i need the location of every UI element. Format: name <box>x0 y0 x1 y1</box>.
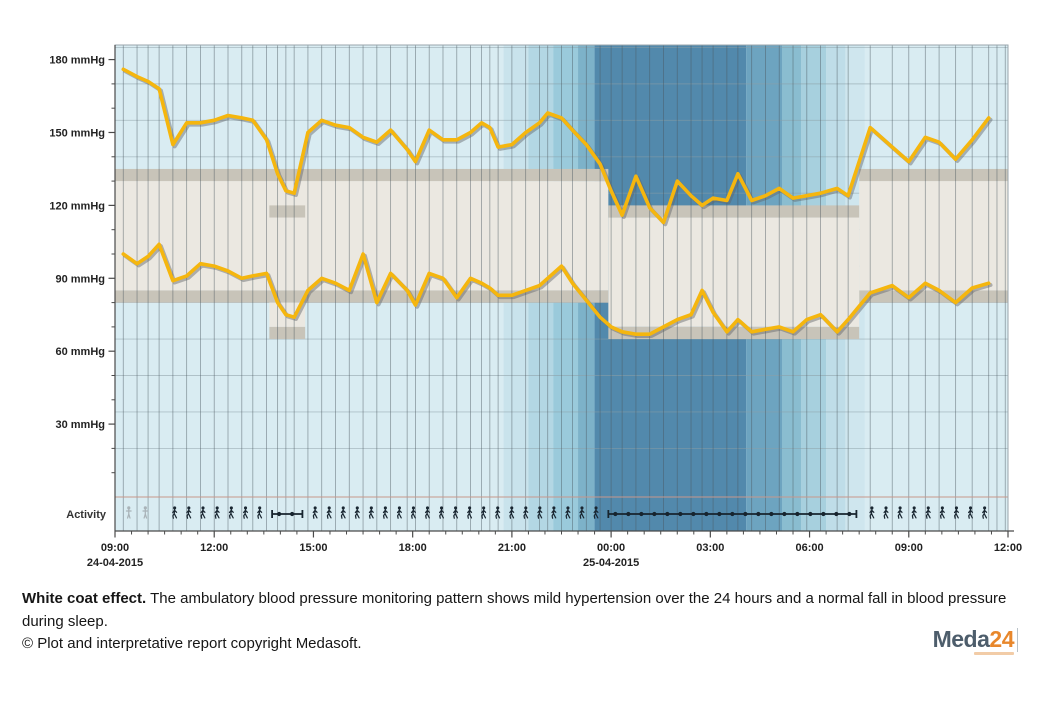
axis-label: 180 mmHg <box>49 55 105 67</box>
axis-label: 30 mmHg <box>55 419 105 431</box>
lying-marker <box>652 511 657 517</box>
lying-marker <box>821 511 826 517</box>
lying-marker <box>730 511 735 517</box>
logo-divider <box>1017 628 1018 652</box>
diastolic-line <box>121 242 991 337</box>
axis-label: 12:00 <box>994 542 1022 554</box>
lying-marker <box>678 511 683 517</box>
limit-strip <box>269 205 306 218</box>
limit-strip <box>115 290 609 303</box>
lying-marker <box>290 511 295 517</box>
axis-label: 12:00 <box>200 542 228 554</box>
copyright-text: © Plot and interpretative report copyrig… <box>22 635 362 652</box>
lying-marker <box>808 511 813 517</box>
systolic-line <box>121 67 991 225</box>
logo-tagline <box>974 652 1014 655</box>
lying-marker <box>795 511 800 517</box>
normal-corridor <box>608 217 860 327</box>
lying-marker <box>277 511 282 517</box>
lying-marker <box>743 511 748 517</box>
meda24-logo: Meda 24 <box>932 626 1018 655</box>
interpretation-text: White coat effect. The ambulatory blood … <box>22 588 1034 633</box>
axis-label: 150 mmHg <box>49 127 105 139</box>
date-label: 25-04-2015 <box>583 557 639 569</box>
axis-label: 60 mmHg <box>55 346 105 358</box>
abpm-chart: 30 mmHg 60 mmHg 90 mmHg 120 mmHg 150 mmHg 180… <box>49 44 1022 569</box>
limit-strip <box>859 168 1008 182</box>
date-label: 24-04-2015 <box>87 557 143 569</box>
finding-title: White coat effect. <box>22 590 147 607</box>
interpretation-block: White coat effect. The ambulatory blood … <box>22 588 1034 656</box>
lying-marker <box>834 511 839 517</box>
lying-marker <box>717 511 722 517</box>
logo-suffix: 24 <box>989 626 1014 652</box>
lying-marker <box>847 511 852 517</box>
axis-label: 09:00 <box>101 542 129 554</box>
lying-marker <box>639 511 644 517</box>
axis-label: 06:00 <box>795 542 823 554</box>
axis-label: 03:00 <box>696 542 724 554</box>
logo-brand: Meda <box>932 626 990 652</box>
lying-marker <box>769 511 774 517</box>
lying-marker <box>704 511 709 517</box>
lying-marker <box>782 511 787 517</box>
lying-marker <box>626 511 631 517</box>
finding-body: The ambulatory blood pressure monitoring… <box>22 590 1007 630</box>
axis-label: 90 mmHg <box>55 273 105 285</box>
limit-strip <box>269 326 306 340</box>
normal-corridor <box>115 181 609 291</box>
axis-label: 15:00 <box>299 542 327 554</box>
axis-label: 21:00 <box>498 542 526 554</box>
normal-corridor <box>859 181 1008 291</box>
axes: 30 mmHg 60 mmHg 90 mmHg 120 mmHg 150 mmHg 180… <box>49 45 1022 569</box>
limit-strip <box>115 168 609 182</box>
axis-label: 00:00 <box>597 542 625 554</box>
limit-strip <box>608 205 860 218</box>
lying-marker <box>613 511 618 517</box>
lying-marker <box>691 511 696 517</box>
lying-marker <box>756 511 761 517</box>
limit-corridors <box>115 168 1008 340</box>
axis-label: 18:00 <box>399 542 427 554</box>
axis-label: 120 mmHg <box>49 200 105 212</box>
activity-label: Activity <box>66 509 107 521</box>
limit-strip <box>859 290 1008 303</box>
activity-track <box>125 505 988 519</box>
lying-marker <box>665 511 670 517</box>
axis-label: 09:00 <box>895 542 923 554</box>
